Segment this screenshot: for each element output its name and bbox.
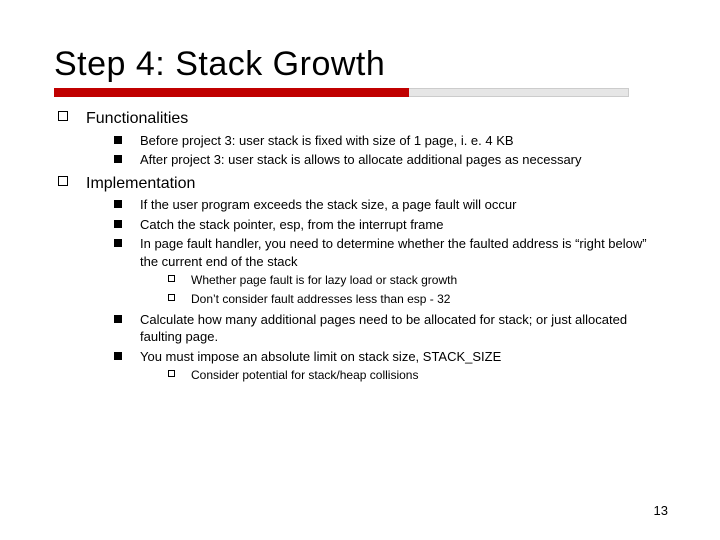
list-item: If the user program exceeds the stack si… xyxy=(114,196,666,214)
title-underline xyxy=(54,88,666,98)
section-heading: Functionalities xyxy=(58,108,666,130)
open-square-icon xyxy=(168,294,175,301)
list-item: Before project 3: user stack is fixed wi… xyxy=(114,132,666,150)
section-heading: Implementation xyxy=(58,173,666,195)
open-square-icon xyxy=(58,176,68,186)
filled-square-icon xyxy=(114,220,122,228)
open-square-icon xyxy=(168,370,175,377)
sub-body: Whether page fault is for lazy load or s… xyxy=(114,272,666,308)
filled-square-icon xyxy=(114,200,122,208)
list-item: Don’t consider fault addresses less than… xyxy=(168,291,666,307)
list-item: In page fault handler, you need to deter… xyxy=(114,235,666,270)
list-item: After project 3: user stack is allows to… xyxy=(114,151,666,169)
heading-text: Functionalities xyxy=(86,108,666,130)
filled-square-icon xyxy=(114,315,122,323)
underline-grey xyxy=(409,88,629,97)
section-body: If the user program exceeds the stack si… xyxy=(58,196,666,387)
filled-square-icon xyxy=(114,155,122,163)
list-item: You must impose an absolute limit on sta… xyxy=(114,348,666,366)
list-item: Consider potential for stack/heap collis… xyxy=(168,367,666,383)
list-item: Whether page fault is for lazy load or s… xyxy=(168,272,666,288)
sub-body: Consider potential for stack/heap collis… xyxy=(114,367,666,385)
page-number: 13 xyxy=(654,503,668,518)
slide-title: Step 4: Stack Growth xyxy=(54,45,666,84)
filled-square-icon xyxy=(114,136,122,144)
heading-text: Implementation xyxy=(86,173,666,195)
underline-red xyxy=(54,88,409,97)
open-square-icon xyxy=(58,111,68,121)
list-item: Calculate how many additional pages need… xyxy=(114,311,666,346)
filled-square-icon xyxy=(114,352,122,360)
content: Functionalities Before project 3: user s… xyxy=(54,108,666,388)
slide-container: Step 4: Stack Growth Functionalities Bef… xyxy=(0,0,720,540)
open-square-icon xyxy=(168,275,175,282)
filled-square-icon xyxy=(114,239,122,247)
section-body: Before project 3: user stack is fixed wi… xyxy=(58,132,666,171)
list-item: Catch the stack pointer, esp, from the i… xyxy=(114,216,666,234)
